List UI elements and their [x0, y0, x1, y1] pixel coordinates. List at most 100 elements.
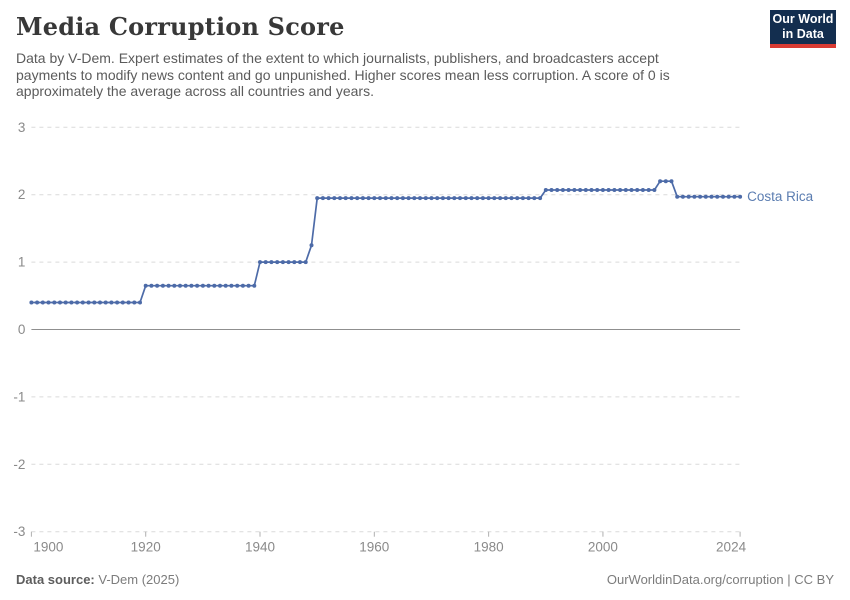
series-point[interactable] [286, 260, 291, 265]
series-point[interactable] [618, 188, 623, 192]
series-point[interactable] [503, 196, 508, 201]
series-point[interactable] [200, 283, 205, 288]
series-point[interactable] [680, 194, 685, 199]
series-point[interactable] [235, 283, 240, 288]
series-point[interactable] [206, 283, 211, 288]
series-point[interactable] [606, 188, 611, 192]
series-point[interactable] [572, 188, 577, 192]
series-point[interactable] [646, 188, 651, 192]
series-point[interactable] [629, 188, 634, 192]
series-point[interactable] [126, 300, 131, 305]
series-point[interactable] [338, 196, 342, 201]
series-point[interactable] [669, 179, 674, 184]
series-point[interactable] [715, 194, 720, 199]
series-point[interactable] [80, 300, 85, 305]
series-point[interactable] [258, 260, 262, 265]
series-point[interactable] [166, 283, 171, 288]
series-point[interactable] [378, 196, 382, 201]
series-point[interactable] [320, 196, 325, 201]
series-point[interactable] [635, 188, 640, 192]
series-point[interactable] [269, 260, 274, 265]
series-point[interactable] [143, 283, 148, 288]
series-point[interactable] [183, 283, 188, 288]
series-point[interactable] [40, 300, 45, 305]
series-point[interactable] [389, 196, 394, 201]
series-point[interactable] [538, 196, 543, 201]
series-point[interactable] [315, 196, 320, 201]
series-point[interactable] [555, 188, 560, 192]
series-point[interactable] [309, 243, 314, 248]
series-point[interactable] [703, 194, 708, 199]
series-point[interactable] [383, 196, 388, 201]
series-point[interactable] [252, 283, 257, 288]
series-point[interactable] [486, 196, 491, 201]
series-point[interactable] [583, 188, 588, 192]
series-point[interactable] [738, 194, 743, 199]
series-point[interactable] [520, 196, 525, 201]
series-point[interactable] [515, 196, 520, 201]
series-point[interactable] [658, 179, 663, 184]
series-point[interactable] [589, 188, 594, 192]
series-point[interactable] [223, 283, 228, 288]
series-point[interactable] [263, 260, 268, 265]
series-point[interactable] [86, 300, 91, 305]
series-point[interactable] [103, 300, 108, 305]
series-point[interactable] [549, 188, 554, 192]
series-point[interactable] [675, 194, 680, 199]
series-point[interactable] [349, 196, 354, 201]
series-point[interactable] [52, 300, 57, 305]
series-point[interactable] [195, 283, 200, 288]
series-point[interactable] [63, 300, 68, 305]
series-point[interactable] [29, 300, 34, 305]
series-point[interactable] [332, 196, 337, 201]
series-point[interactable] [292, 260, 297, 265]
series-point[interactable] [132, 300, 137, 305]
series-point[interactable] [543, 188, 548, 192]
series-point[interactable] [280, 260, 285, 265]
series-point[interactable] [469, 196, 474, 201]
series-point[interactable] [640, 188, 645, 192]
series-point[interactable] [149, 283, 154, 288]
series-point[interactable] [218, 283, 222, 288]
series-point[interactable] [172, 283, 177, 288]
series-point[interactable] [92, 300, 97, 305]
series-point[interactable] [303, 260, 308, 265]
series-point[interactable] [475, 196, 480, 201]
series-point[interactable] [212, 283, 217, 288]
series-point[interactable] [446, 196, 451, 201]
series-point[interactable] [480, 196, 485, 201]
series-point[interactable] [526, 196, 531, 201]
series-point[interactable] [623, 188, 628, 192]
series-point[interactable] [440, 196, 445, 201]
series-point[interactable] [400, 196, 405, 201]
series-point[interactable] [709, 194, 714, 199]
series-point[interactable] [595, 188, 600, 192]
series-point[interactable] [343, 196, 348, 201]
series-point[interactable] [509, 196, 514, 201]
series-point[interactable] [246, 283, 251, 288]
series-point[interactable] [412, 196, 417, 201]
series-point[interactable] [120, 300, 125, 305]
series-point[interactable] [115, 300, 120, 305]
series-point[interactable] [663, 179, 668, 184]
series-point[interactable] [240, 283, 245, 288]
series-point[interactable] [69, 300, 74, 305]
series-point[interactable] [298, 260, 302, 265]
series-point[interactable] [435, 196, 440, 201]
series-point[interactable] [498, 196, 503, 201]
series-point[interactable] [686, 194, 691, 199]
series-point[interactable] [492, 196, 497, 201]
series-point[interactable] [600, 188, 605, 192]
series-point[interactable] [109, 300, 114, 305]
series-point[interactable] [726, 194, 731, 199]
series-point[interactable] [366, 196, 371, 201]
series-point[interactable] [46, 300, 51, 305]
series-point[interactable] [406, 196, 411, 201]
series-point[interactable] [395, 196, 400, 201]
series-point[interactable] [355, 196, 360, 201]
series-point[interactable] [566, 188, 571, 192]
series-end-label[interactable]: Costa Rica [747, 189, 814, 204]
series-point[interactable] [372, 196, 377, 201]
series-point[interactable] [463, 196, 468, 201]
series-point[interactable] [98, 300, 102, 305]
